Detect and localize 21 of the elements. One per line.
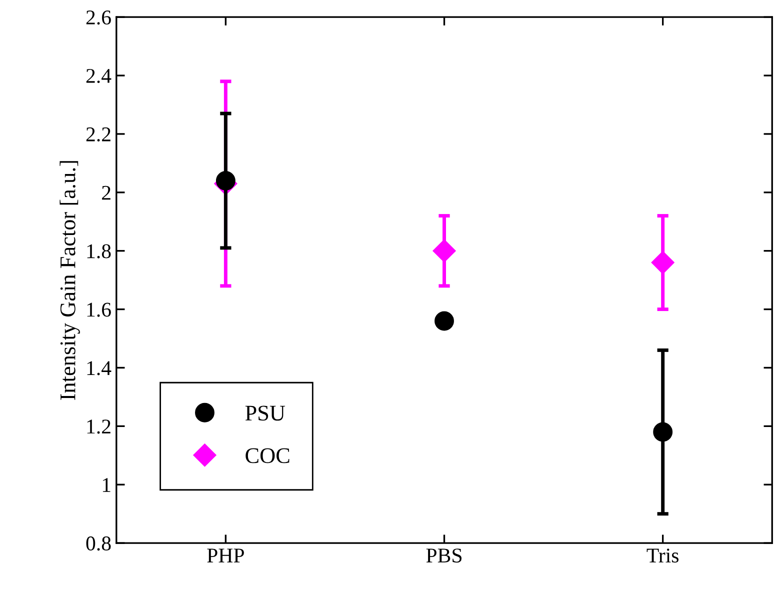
x-tick-label: PHP [207,548,244,562]
y-tick-label: 1 [102,478,110,492]
point [432,239,456,262]
y-tick-label: 2.2 [86,127,110,142]
point [434,311,454,331]
y-axis-title: Intensity Gain Factor [a.u.] [60,161,80,400]
y-tick-label: 1.4 [87,361,112,376]
y-tick-label: 1.6 [87,302,111,317]
y-tick-label: 2.6 [86,10,111,25]
legend-label: COC [246,448,290,464]
point [216,170,236,190]
point [651,251,674,274]
y-tick-label: 1.8 [87,244,111,258]
x-tick-label: Tris [646,548,678,563]
y-tick-label: 2.4 [86,68,112,84]
x-tick-label: PBS [426,548,462,563]
y-tick-label: 2 [102,186,110,200]
legend-label: PSU [245,406,286,421]
y-tick-label: 0.8 [86,536,111,551]
y-tick-label: 1.2 [87,420,110,434]
point [653,422,673,442]
